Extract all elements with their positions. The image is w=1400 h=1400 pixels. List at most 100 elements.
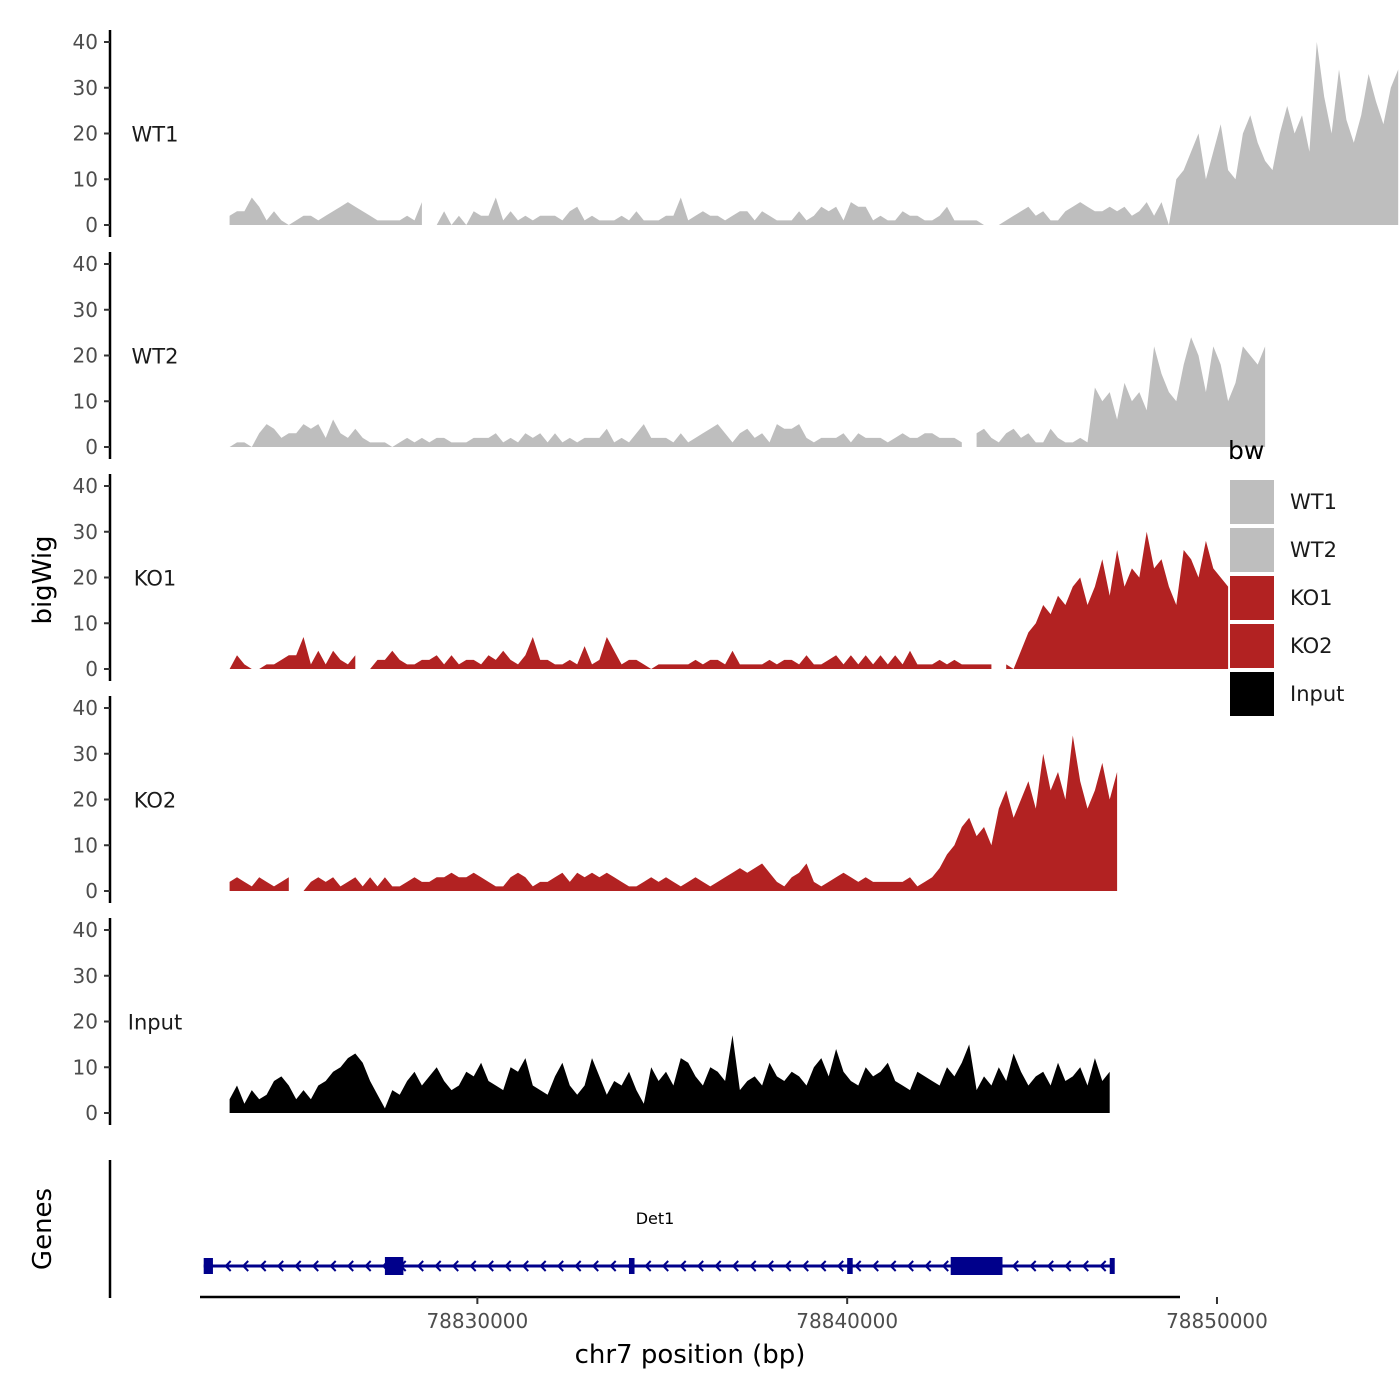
x-tick-label: 78840000 (796, 1309, 898, 1333)
legend-label: KO2 (1290, 634, 1333, 658)
area-wt1 (229, 42, 1399, 225)
legend-entry-input: Input (1230, 672, 1344, 716)
y-tick-label: 30 (73, 964, 98, 988)
track-wt1: 0 10 20 30 40 WT1 (73, 30, 1399, 237)
y-tick-label: 0 (85, 879, 98, 903)
strand-arrow (241, 1260, 249, 1272)
track-ko2: 0 10 20 30 40 KO2 (73, 696, 1118, 903)
strand-arrow (346, 1260, 354, 1272)
track-label-ko2: KO2 (134, 789, 177, 813)
legend-swatch (1230, 528, 1274, 572)
y-tick-label: 0 (85, 657, 98, 681)
strand-arrow (224, 1260, 232, 1272)
gene-exon (847, 1258, 853, 1274)
strand-arrow (1081, 1260, 1089, 1272)
y-tick-label: 0 (85, 1101, 98, 1125)
strand-arrow (364, 1260, 372, 1272)
track-ko1: 0 10 20 30 40 KO1 (73, 474, 1229, 681)
gene-exon (1109, 1258, 1115, 1274)
legend-entry-wt1: WT1 (1230, 480, 1337, 524)
y-tick-label: 30 (73, 520, 98, 544)
legend: bw WT1 WT2 KO1 KO2 Input (1228, 436, 1344, 716)
strand-arrow (416, 1260, 424, 1272)
y-tick-label: 10 (73, 833, 98, 857)
strand-arrow (784, 1260, 792, 1272)
gene-exon (203, 1258, 213, 1274)
strand-arrow (766, 1260, 774, 1272)
track-panels: 0 10 20 30 40 WT1 0 10 20 30 40 WT2 0 10 20 30 40 KO1 0 10 2… (73, 30, 1399, 1125)
strand-arrow (451, 1260, 459, 1272)
area-input (229, 1035, 1110, 1113)
y-tick-label: 0 (85, 435, 98, 459)
y-tick-label: 30 (73, 76, 98, 100)
strand-arrow (1046, 1260, 1054, 1272)
strand-arrow (871, 1260, 879, 1272)
track-label-input: Input (128, 1011, 182, 1035)
gene-name-label: Det1 (636, 1209, 675, 1228)
gene-exon (628, 1258, 635, 1274)
y-tick-label: 0 (85, 213, 98, 237)
y-tick-label: 20 (73, 788, 98, 812)
x-tick-label: 78830000 (426, 1309, 528, 1333)
strand-arrow (276, 1260, 284, 1272)
strand-arrow (1064, 1260, 1072, 1272)
y-tick-label: 20 (73, 566, 98, 590)
y-tick-label: 20 (73, 1010, 98, 1034)
strand-arrow (906, 1260, 914, 1272)
strand-arrow (801, 1260, 809, 1272)
strand-arrow (1029, 1260, 1037, 1272)
strand-arrow (311, 1260, 319, 1272)
strand-arrow (504, 1260, 512, 1272)
legend-entry-wt2: WT2 (1230, 528, 1337, 572)
strand-arrow (714, 1260, 722, 1272)
strand-arrow (591, 1260, 599, 1272)
y-tick-label: 40 (73, 252, 98, 276)
legend-label: WT1 (1290, 490, 1337, 514)
y-axis-title: bigWig (28, 535, 58, 624)
legend-swatch (1230, 576, 1274, 620)
y-tick-label: 20 (73, 122, 98, 146)
genes-axis-title: Genes (28, 1188, 58, 1270)
y-tick-label: 40 (73, 696, 98, 720)
strand-arrow (539, 1260, 547, 1272)
y-tick-label: 40 (73, 474, 98, 498)
strand-arrow (696, 1260, 704, 1272)
x-tick-label: 78850000 (1166, 1309, 1268, 1333)
strand-arrow (574, 1260, 582, 1272)
y-tick-label: 10 (73, 611, 98, 635)
strand-arrow (749, 1260, 757, 1272)
track-input: 0 10 20 30 40 Input (73, 918, 1110, 1125)
strand-arrow (329, 1260, 337, 1272)
y-tick-label: 10 (73, 1055, 98, 1079)
track-label-ko1: KO1 (134, 567, 177, 591)
area-ko2 (229, 735, 1118, 891)
x-axis-title: chr7 position (bp) (575, 1340, 806, 1370)
strand-arrow (486, 1260, 494, 1272)
legend-swatch (1230, 480, 1274, 524)
strand-arrow (854, 1260, 862, 1272)
y-tick-label: 10 (73, 167, 98, 191)
strand-arrow (521, 1260, 529, 1272)
legend-swatch (1230, 624, 1274, 668)
gene-panel: Det1 (108, 1160, 1115, 1298)
strand-arrow (889, 1260, 897, 1272)
y-tick-label: 20 (73, 344, 98, 368)
area-wt2 (229, 337, 1266, 447)
legend-title: bw (1228, 436, 1264, 465)
x-axis: 78830000 78840000 78850000 (200, 1295, 1268, 1333)
y-tick-label: 30 (73, 298, 98, 322)
strand-arrow (679, 1260, 687, 1272)
legend-label: Input (1290, 682, 1344, 706)
strand-arrow (1011, 1260, 1019, 1272)
strand-arrow (731, 1260, 739, 1272)
strand-arrow (469, 1260, 477, 1272)
legend-label: KO1 (1290, 586, 1333, 610)
strand-arrow (661, 1260, 669, 1272)
legend-entry-ko2: KO2 (1230, 624, 1333, 668)
gene-exon (384, 1257, 404, 1275)
legend-entry-ko1: KO1 (1230, 576, 1333, 620)
legend-label: WT2 (1290, 538, 1337, 562)
track-label-wt1: WT1 (132, 123, 179, 147)
strand-arrow (556, 1260, 564, 1272)
